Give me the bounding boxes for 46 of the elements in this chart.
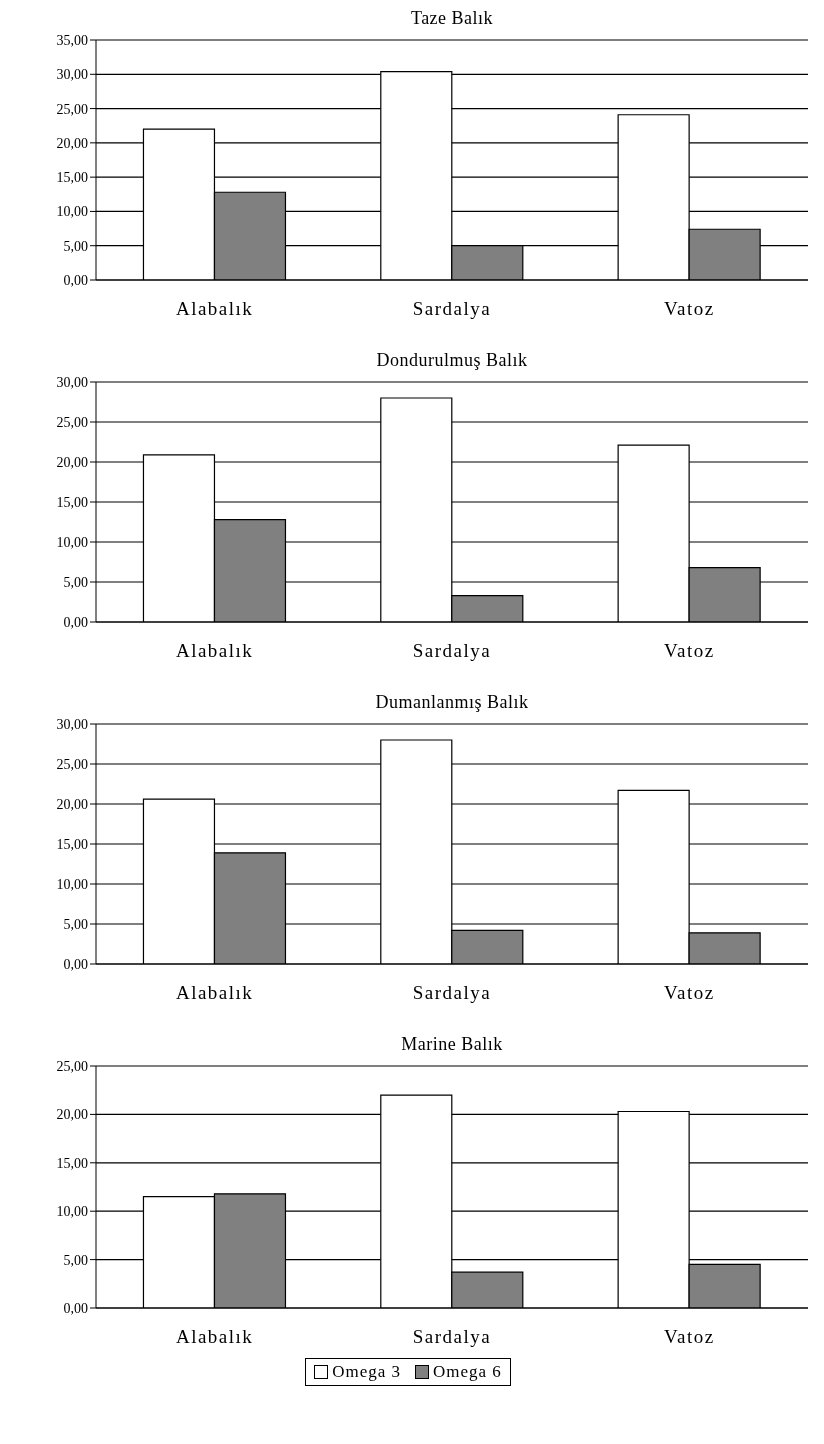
chart-title: Marine Balık	[400, 1034, 504, 1056]
y-tick-label: 20,00	[56, 454, 88, 470]
x-tick-label: Alabalık	[175, 298, 254, 320]
legend-label: Omega 6	[432, 1362, 502, 1382]
y-tick-label: 30,00	[56, 374, 88, 390]
y-tick-label: 0,00	[63, 272, 88, 288]
x-tick-label: Alabalık	[175, 1326, 254, 1348]
x-tick-label: Sardalya	[412, 1326, 492, 1348]
y-tick-label: 30,00	[56, 67, 88, 83]
y-tick-label: 10,00	[56, 204, 88, 220]
y-tick-label: 5,00	[63, 238, 88, 254]
y-tick-label: 20,00	[56, 135, 88, 151]
x-tick-label: Sardalya	[412, 982, 492, 1004]
y-tick-label: 25,00	[56, 756, 88, 772]
y-tick-label: 35,00	[56, 32, 88, 48]
y-tick-label: 10,00	[56, 534, 88, 550]
y-tick-label: 20,00	[56, 796, 88, 812]
x-tick-label: Vatoz	[663, 640, 715, 662]
x-tick-label: Sardalya	[412, 640, 492, 662]
y-tick-label: 25,00	[56, 1058, 88, 1074]
x-tick-label: Alabalık	[175, 640, 254, 662]
chart-title: Dondurulmuş Balık	[375, 350, 529, 372]
y-tick-label: 10,00	[56, 876, 88, 892]
y-tick-label: 25,00	[56, 414, 88, 430]
y-tick-label: 0,00	[63, 1300, 88, 1316]
x-tick-label: Vatoz	[663, 1326, 715, 1348]
x-tick-label: Vatoz	[663, 982, 715, 1004]
y-tick-label: 5,00	[63, 916, 88, 932]
chart-title: Dumanlanmış Balık	[374, 692, 530, 714]
y-tick-label: 0,00	[63, 614, 88, 630]
y-tick-label: 30,00	[56, 716, 88, 732]
y-tick-label: 10,00	[56, 1204, 88, 1220]
x-tick-label: Alabalık	[175, 982, 254, 1004]
x-tick-label: Sardalya	[412, 298, 492, 320]
y-tick-label: 15,00	[56, 836, 88, 852]
y-tick-label: 15,00	[56, 1155, 88, 1171]
chart-title: Taze Balık	[409, 8, 495, 30]
y-tick-label: 15,00	[56, 494, 88, 510]
y-tick-label: 5,00	[63, 1252, 88, 1268]
y-tick-label: 25,00	[56, 101, 88, 117]
legend-label: Omega 3	[331, 1362, 401, 1382]
y-tick-label: 15,00	[56, 170, 88, 186]
y-tick-label: 20,00	[56, 1107, 88, 1123]
y-tick-label: 5,00	[63, 574, 88, 590]
x-tick-label: Vatoz	[663, 298, 715, 320]
y-tick-label: 0,00	[63, 956, 88, 972]
